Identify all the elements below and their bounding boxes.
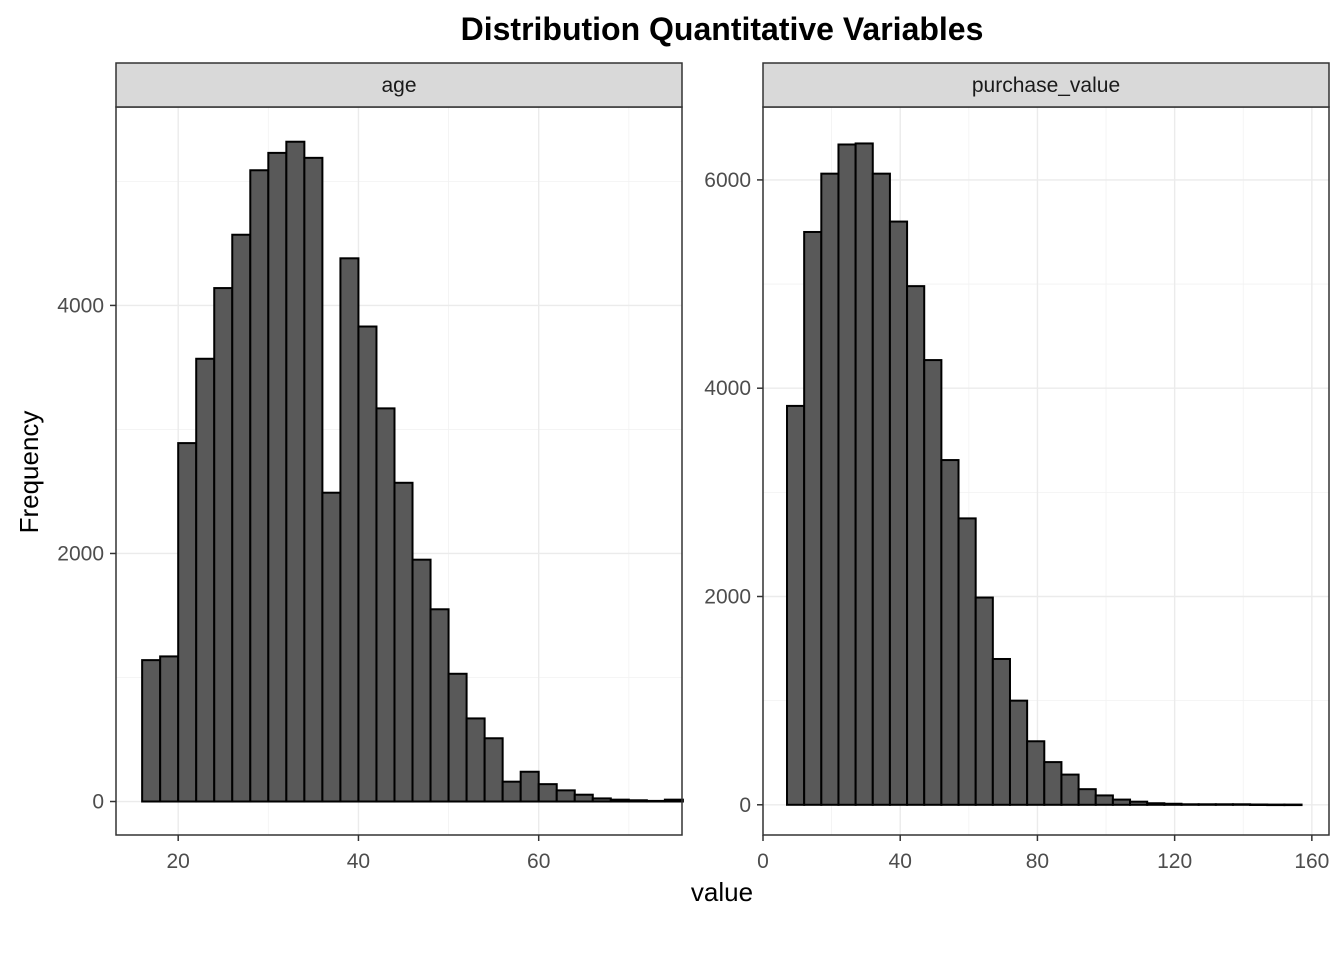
histogram-bar <box>923 359 943 806</box>
facet-strip-label: age <box>381 74 416 97</box>
histogram-bar <box>519 770 540 803</box>
histogram-bar <box>159 655 180 803</box>
histogram-bar <box>1077 788 1097 806</box>
histogram-bar <box>991 657 1011 806</box>
histogram-bar <box>429 608 450 803</box>
histogram-bar <box>303 156 324 803</box>
x-axis-title: value <box>691 877 753 907</box>
histogram-bar <box>141 659 162 803</box>
histogram-bar <box>267 151 288 803</box>
histogram-bar <box>1163 802 1183 806</box>
histogram-bar <box>627 799 648 803</box>
histogram-bar <box>573 793 594 803</box>
x-tick-label: 120 <box>1157 850 1192 873</box>
facet-strip <box>115 62 683 108</box>
histogram-bar <box>820 172 840 806</box>
histogram-bar <box>1129 800 1149 806</box>
x-tick-label: 40 <box>347 850 370 873</box>
histogram-bar <box>1146 802 1166 806</box>
histogram-bar <box>339 257 360 803</box>
x-tick-label: 80 <box>1026 850 1049 873</box>
histogram-bar <box>786 404 806 806</box>
histogram-bar <box>1214 803 1234 806</box>
chart-title: Distribution Quantitative Variables <box>461 11 984 47</box>
histogram-bar <box>375 407 396 803</box>
histogram-bar <box>447 672 468 803</box>
histogram-bar <box>609 798 630 803</box>
histogram-bar <box>1231 803 1252 806</box>
histogram-bar <box>663 798 684 803</box>
histogram-bar <box>555 789 576 803</box>
histogram-bar <box>231 233 252 803</box>
y-tick-label: 2000 <box>57 542 104 565</box>
facet-panels: age 20 40 60 0 2000 4000 purchase_value 0 40 80 120… <box>57 62 1330 873</box>
histogram-bar <box>177 442 198 803</box>
histogram-bar <box>645 799 666 803</box>
x-tick-label: 20 <box>167 850 190 873</box>
panel-age: age 20 40 60 0 2000 4000 <box>57 62 684 873</box>
panel-purchase-value: purchase_value 0 40 80 120 160 0 2000 4000 6000 <box>704 62 1330 873</box>
histogram-bar <box>249 169 270 803</box>
histogram-bar <box>1180 803 1200 806</box>
histogram-bar <box>321 491 342 803</box>
histogram-bar <box>1197 803 1217 806</box>
histogram-bar <box>1111 798 1132 806</box>
histogram-bar <box>357 325 378 803</box>
histogram-bar <box>888 220 909 806</box>
facet-strip <box>762 62 1330 108</box>
histogram-bar <box>591 797 612 803</box>
histogram-bar <box>1008 699 1029 806</box>
histogram-bar <box>483 737 504 803</box>
histogram-bar <box>1026 740 1046 806</box>
x-tick-label: 0 <box>757 850 769 873</box>
y-tick-label: 4000 <box>704 377 751 400</box>
histogram-bar <box>940 459 960 806</box>
histogram-bar <box>974 596 994 806</box>
histogram-bar <box>213 287 234 803</box>
y-tick-label: 0 <box>92 791 104 814</box>
y-tick-label: 6000 <box>704 169 751 192</box>
histogram-bar <box>1249 803 1269 806</box>
histogram-bar <box>285 140 306 803</box>
histogram-bar <box>465 717 486 803</box>
histogram-bar <box>1043 761 1063 806</box>
x-tick-label: 40 <box>889 850 912 873</box>
histogram-bar <box>1283 803 1303 807</box>
facet-strip-label: purchase_value <box>972 74 1120 97</box>
x-tick-label: 160 <box>1294 850 1329 873</box>
histogram-bar <box>537 783 558 803</box>
histogram-bar <box>393 481 414 803</box>
y-tick-label: 2000 <box>704 585 751 608</box>
histogram-bar <box>957 517 977 806</box>
histogram-bar <box>906 285 926 806</box>
histogram-bar <box>501 780 522 803</box>
histogram-bar <box>411 558 432 803</box>
histogram-bar <box>1094 794 1114 806</box>
x-tick-label: 60 <box>527 850 550 873</box>
histogram-bar <box>1060 773 1080 806</box>
histogram-bar <box>837 143 857 806</box>
histogram-bar <box>1266 803 1286 807</box>
histogram-bar <box>871 172 891 806</box>
histogram-bar <box>803 230 823 806</box>
histogram-bar <box>195 357 216 803</box>
y-axis-title: Frequency <box>14 411 44 534</box>
histogram-bar <box>854 142 874 806</box>
y-tick-label: 0 <box>739 794 751 817</box>
y-tick-label: 4000 <box>57 294 104 317</box>
